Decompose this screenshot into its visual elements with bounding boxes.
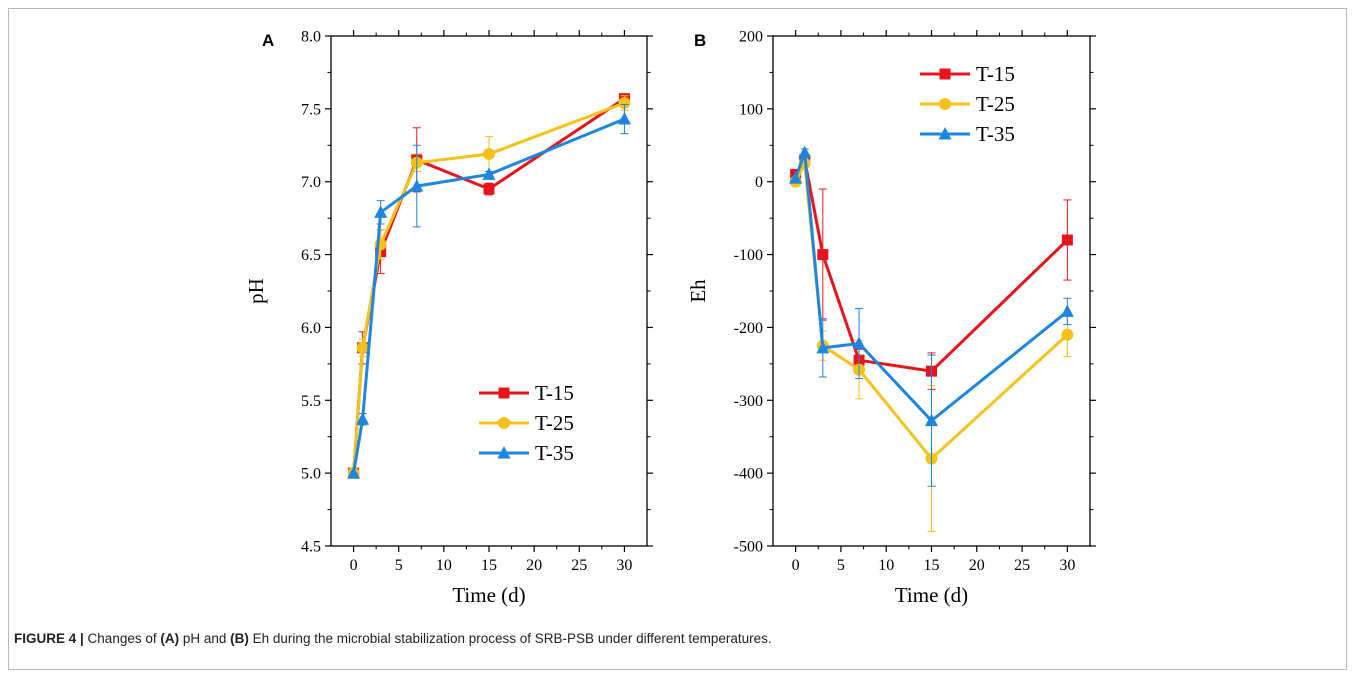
x-tick-label: 15 [924, 557, 940, 574]
legend-label: T-35 [976, 122, 1015, 146]
legend-label: T-25 [976, 92, 1015, 116]
data-point-triangle [482, 167, 496, 180]
data-point-triangle [925, 413, 938, 427]
y-tick-label: 7.5 [301, 101, 321, 118]
legend-item: T-35 [920, 122, 1015, 146]
legend-item: T-15 [920, 62, 1015, 86]
data-point-triangle [938, 127, 952, 140]
caption-text-1: Changes of [83, 631, 161, 646]
data-point-triangle [347, 466, 361, 479]
x-axis-label: Time (d) [895, 583, 968, 607]
chart-panel-a: 0 5 10 15 20 25 30 4.5 5.0 5.5 6.0 6.5 7.0 7.5 8.0 Time… [244, 29, 653, 607]
data-point-triangle [410, 179, 424, 192]
y-tick-label: -200 [734, 320, 763, 337]
y-tick-label: 200 [739, 29, 763, 46]
caption-text-2: pH and [179, 631, 231, 646]
panel-label-b: B [694, 31, 706, 50]
data-point-square [498, 387, 510, 399]
data-point-triangle [798, 145, 812, 159]
x-tick-label: 0 [792, 557, 800, 574]
data-point-triangle [374, 205, 388, 218]
x-tick-label: 5 [837, 557, 845, 574]
legend-item: T-15 [479, 381, 574, 405]
y-tick-label: 8.0 [301, 29, 321, 46]
data-point-square [817, 249, 829, 261]
caption-text-3: Eh during the microbial stabilization pr… [248, 631, 772, 646]
y-tick-label: 6.5 [301, 247, 321, 264]
figure-frame [8, 8, 1347, 670]
x-tick-label: 5 [395, 557, 403, 574]
x-tick-label: 25 [571, 557, 587, 574]
series-line [352, 101, 625, 474]
figure-caption: FIGURE 4 | Changes of (A) pH and (B) Eh … [14, 631, 1334, 646]
x-tick-label: 20 [969, 557, 985, 574]
legend-item: T-25 [479, 411, 574, 435]
x-tick-label: 10 [436, 557, 452, 574]
legend-label: T-25 [535, 411, 574, 435]
data-point-triangle [356, 412, 370, 425]
data-point-square [939, 68, 951, 80]
y-tick-label: 5.0 [301, 466, 321, 483]
x-tick-label: 10 [878, 557, 894, 574]
data-point-circle [356, 341, 369, 354]
x-tick-label: 30 [616, 557, 632, 574]
y-axis-label: pH [244, 278, 268, 304]
x-tick-label: 0 [350, 557, 358, 574]
data-point-circle [498, 417, 510, 429]
data-point-circle [1061, 328, 1074, 341]
legend-label: T-15 [976, 62, 1015, 86]
y-tick-label: -400 [734, 466, 763, 483]
legend-label: T-15 [535, 381, 574, 405]
data-point-circle [618, 97, 631, 110]
caption-label: FIGURE 4 | [14, 631, 84, 646]
data-point-circle [483, 148, 495, 161]
x-tick-label: 25 [1014, 557, 1030, 574]
y-tick-label: -500 [734, 539, 763, 556]
series-line [352, 117, 625, 474]
x-axis-label: Time (d) [452, 583, 525, 607]
legend: T-15 T-25 T-35 [479, 381, 574, 465]
caption-ref-a: (A) [160, 631, 180, 646]
y-axis-label: Eh [686, 279, 710, 303]
y-tick-label: 100 [739, 101, 763, 118]
x-tick-label: 20 [526, 557, 542, 574]
y-tick-label: 0 [755, 174, 763, 191]
legend-label: T-35 [535, 441, 574, 465]
data-point-square [483, 183, 495, 195]
data-point-square [1061, 234, 1073, 246]
data-point-triangle [617, 112, 631, 125]
series-t-35 [347, 103, 631, 479]
y-tick-label: -100 [734, 247, 763, 264]
panel-label-a: A [262, 31, 274, 50]
series-t-25 [347, 95, 631, 480]
legend-item: T-35 [479, 441, 574, 465]
y-tick-label: 4.5 [301, 539, 321, 556]
data-point-triangle [789, 171, 803, 184]
y-tick-label: -300 [734, 393, 763, 410]
caption-ref-b: (B) [230, 631, 249, 646]
data-point-triangle [1060, 304, 1074, 317]
legend-item: T-25 [920, 92, 1015, 116]
y-tick-label: 6.0 [301, 320, 321, 337]
chart-panel-b: 0 5 10 15 20 25 30 -500 -400 -300 -200 -100 0 100 200 T… [686, 29, 1096, 607]
x-tick-label: 15 [481, 557, 497, 574]
series-t-15 [790, 154, 1073, 390]
data-point-circle [939, 98, 951, 110]
data-point-triangle [816, 340, 830, 354]
x-tick-label: 30 [1059, 557, 1075, 574]
series-line [794, 155, 1069, 373]
data-point-triangle [497, 446, 511, 459]
series-t-35 [789, 145, 1074, 487]
data-point-triangle [852, 336, 866, 349]
y-tick-label: 5.5 [301, 393, 321, 410]
legend: T-15 T-25 T-35 [920, 62, 1015, 146]
y-tick-label: 7.0 [301, 174, 321, 191]
